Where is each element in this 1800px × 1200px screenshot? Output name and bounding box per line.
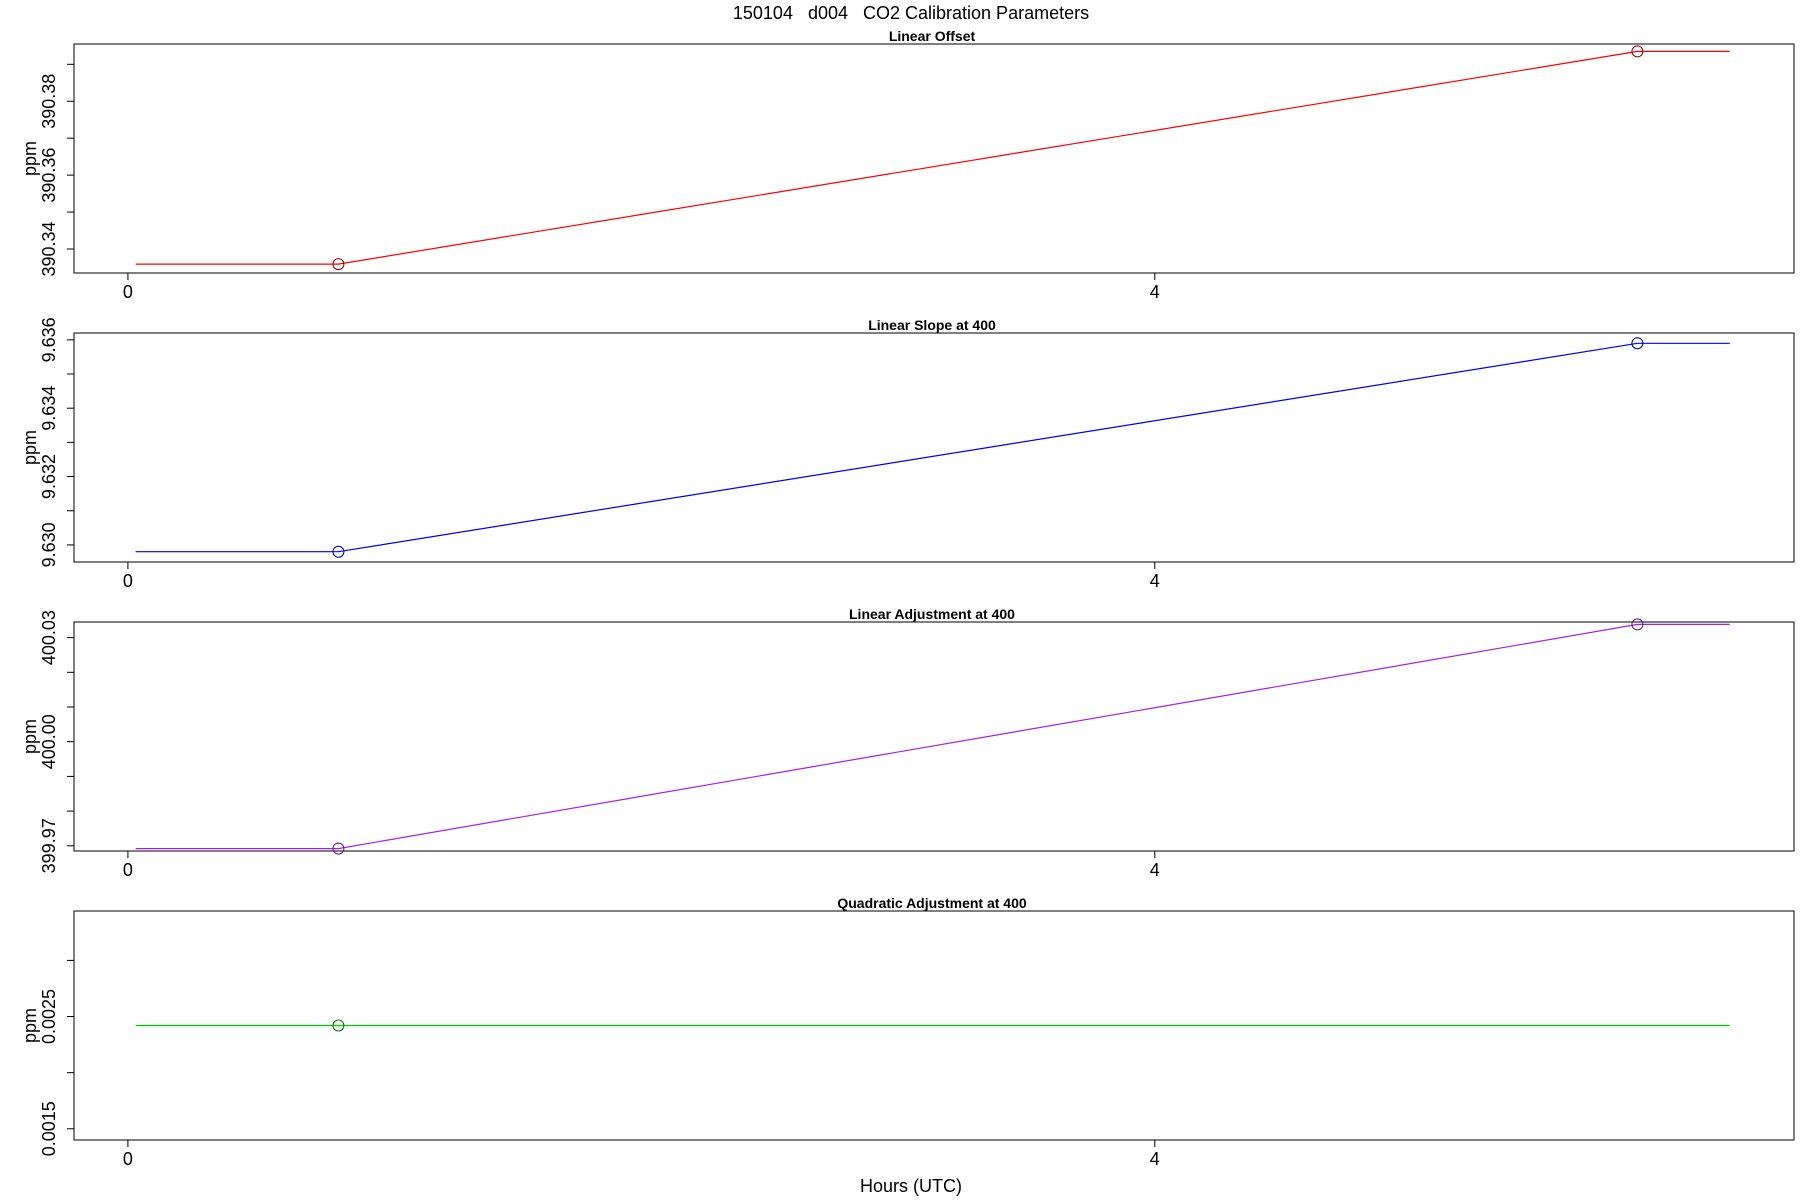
series-line bbox=[135, 342, 1730, 553]
data-point-outline bbox=[332, 545, 345, 558]
y-axis-label: ppm bbox=[20, 141, 40, 176]
y-tick-label: 9.632 bbox=[39, 454, 59, 499]
plot-frame bbox=[73, 910, 1795, 1141]
x-tick-label: 4 bbox=[1150, 282, 1160, 302]
panel-3: Linear Adjustment at 400 ppm 399.97 400.00 4… bbox=[20, 606, 1795, 880]
x-tick-label: 0 bbox=[123, 571, 133, 591]
y-tick-label: 0.0015 bbox=[39, 1101, 59, 1156]
y-tick-label: 0.0025 bbox=[39, 989, 59, 1044]
y-tick-label: 390.36 bbox=[39, 148, 59, 203]
y-axis-label: ppm bbox=[20, 430, 40, 465]
y-axis-label: ppm bbox=[20, 719, 40, 754]
y-tick-label: 400.00 bbox=[39, 714, 59, 769]
panel-2: Linear Slope at 400 ppm 9.630 9.632 9.634 9.6… bbox=[20, 317, 1795, 591]
plot-frame bbox=[73, 332, 1795, 563]
series-line bbox=[135, 50, 1730, 265]
y-tick-label: 400.03 bbox=[39, 610, 59, 665]
panel-4: Quadratic Adjustment at 400 ppm 0.0015 0.00… bbox=[20, 895, 1795, 1169]
x-tick-label: 0 bbox=[123, 282, 133, 302]
x-tick-label: 0 bbox=[123, 860, 133, 880]
figure-title: 150104 d004 CO2 Calibration Parameters bbox=[733, 3, 1089, 23]
y-axis-label: ppm bbox=[20, 1008, 40, 1043]
panel-title: Quadratic Adjustment at 400 bbox=[837, 895, 1027, 911]
panel-title: Linear Offset bbox=[889, 28, 976, 44]
panel-title: Linear Slope at 400 bbox=[868, 317, 996, 333]
y-tick-label: 9.634 bbox=[39, 386, 59, 431]
plot-frame bbox=[73, 43, 1795, 274]
y-tick-label: 9.636 bbox=[39, 317, 59, 362]
data-point-outline bbox=[332, 258, 345, 270]
y-tick-label: 390.34 bbox=[39, 221, 59, 276]
data-point-outline bbox=[1631, 337, 1644, 350]
y-tick-label: 399.97 bbox=[39, 818, 59, 873]
figure-x-axis-label: Hours (UTC) bbox=[860, 1176, 962, 1196]
y-tick-label: 9.630 bbox=[39, 522, 59, 567]
x-tick-label: 4 bbox=[1150, 860, 1160, 880]
x-tick-label: 4 bbox=[1150, 1149, 1160, 1169]
x-tick-label: 0 bbox=[123, 1149, 133, 1169]
data-point-outline bbox=[1631, 45, 1644, 58]
plot-frame bbox=[73, 621, 1795, 852]
data-point-outline bbox=[332, 842, 345, 855]
data-point-outline bbox=[1631, 618, 1644, 631]
y-tick-label: 390.38 bbox=[39, 74, 59, 129]
x-tick-label: 4 bbox=[1150, 571, 1160, 591]
series-line bbox=[135, 623, 1730, 850]
data-point-outline bbox=[332, 1019, 345, 1032]
panel-title: Linear Adjustment at 400 bbox=[849, 606, 1015, 622]
panel-1: Linear Offset ppm 390.34 390.36 390.38 0 4 bbox=[20, 28, 1795, 302]
